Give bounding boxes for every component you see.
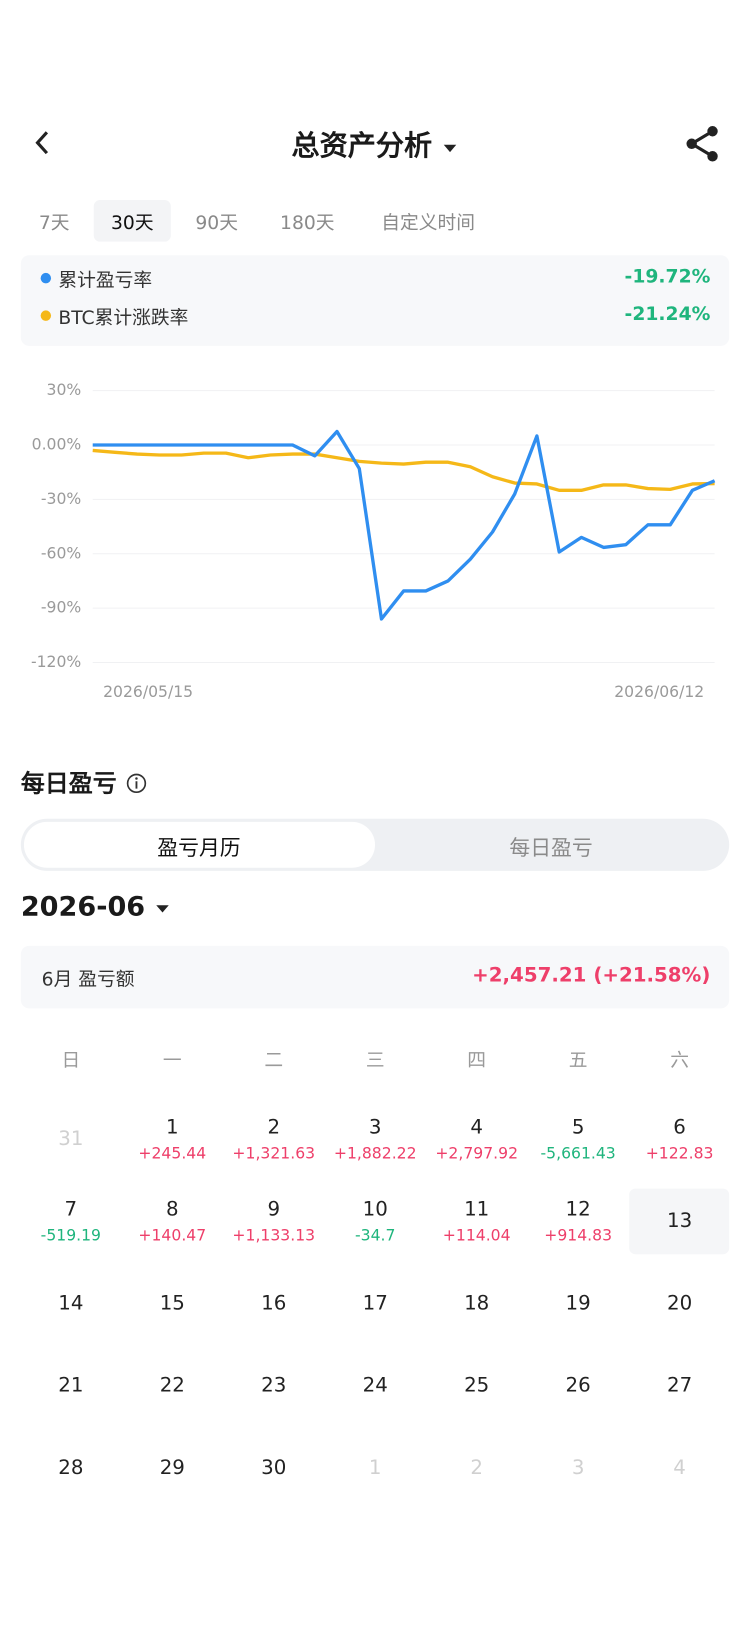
calendar-day[interactable]: 25 [464, 1374, 490, 1397]
weekday: 四 [467, 1050, 487, 1072]
weekday: 五 [568, 1050, 588, 1072]
legend-value: -21.24% [624, 303, 711, 326]
series-line [92, 429, 716, 621]
share-button[interactable] [683, 125, 721, 163]
weekday: 一 [162, 1050, 182, 1072]
calendar-day[interactable]: 26 [565, 1374, 591, 1397]
y-tick-label: 0.00% [32, 436, 82, 454]
range-tab[interactable]: 7天 [38, 212, 70, 235]
summary-value: +2,457.21 (+21.58%) [472, 963, 711, 987]
toggle-active-bg [23, 821, 376, 868]
legend-dot [40, 310, 52, 321]
series-line [92, 448, 715, 492]
y-tick-label: -30% [41, 490, 81, 508]
weekday: 三 [365, 1050, 385, 1072]
x-tick-label: 2026/05/15 [103, 683, 193, 701]
calendar-day[interactable]: 27 [666, 1374, 693, 1397]
range-tab[interactable]: 90天 [195, 212, 238, 235]
calendar-day[interactable]: 4 [470, 1115, 483, 1139]
legend-label: BTC累计涨跌率 [58, 307, 189, 330]
month-picker[interactable]: 2026-06 [21, 892, 171, 923]
calendar-day[interactable]: 30 [261, 1456, 287, 1480]
weekday: 日 [61, 1050, 81, 1072]
calendar-day[interactable]: 10 [362, 1197, 388, 1221]
calendar-pnl: +245.44 [138, 1143, 207, 1163]
calendar-day[interactable]: 3 [368, 1115, 382, 1139]
y-tick-label: -120% [31, 653, 81, 671]
calendar-day[interactable]: 12 [565, 1197, 591, 1221]
range-tab[interactable]: 30天 [110, 212, 154, 235]
toggle-option[interactable]: 每日盈亏 [509, 835, 593, 861]
x-tick-label: 2026/06/12 [614, 683, 704, 701]
calendar-day[interactable]: 29 [159, 1456, 185, 1480]
calendar-day[interactable]: 17 [362, 1291, 388, 1315]
calendar-pnl: +1,321.63 [232, 1143, 316, 1163]
summary-label: 6月 盈亏额 [41, 968, 135, 991]
calendar-pnl: -34.7 [354, 1226, 396, 1245]
today-bg [629, 1188, 730, 1255]
range-tab[interactable]: 180天 [280, 212, 335, 235]
calendar-pnl: +114.04 [442, 1226, 511, 1245]
calendar-day[interactable]: 18 [464, 1291, 490, 1315]
chart: 30% 0.00% -30% -60% -90% -120% 2026/05/15 2026/… [31, 381, 716, 701]
info-icon[interactable] [125, 772, 148, 795]
calendar-pnl: +122.83 [645, 1143, 714, 1163]
calendar-day[interactable]: 6 [673, 1115, 686, 1139]
calendar-day[interactable]: 15 [159, 1291, 185, 1315]
weekday: 六 [670, 1050, 689, 1072]
section-title: 每日盈亏 [21, 764, 148, 799]
calendar-day[interactable]: 24 [362, 1374, 388, 1397]
legend-panel [20, 255, 730, 346]
section-title-text: 每日盈亏 [20, 770, 117, 798]
calendar-pnl: +1,882.22 [333, 1143, 417, 1163]
legend-dot [40, 272, 52, 284]
range-tab[interactable]: 自定义时间 [381, 212, 476, 235]
title-text: 总资产分析 [291, 130, 433, 163]
calendar-pnl: -519.19 [40, 1226, 101, 1245]
calendar-day[interactable]: 31 [58, 1127, 84, 1151]
calendar-day[interactable]: 14 [58, 1291, 84, 1315]
toggle-option[interactable]: 盈亏月历 [157, 835, 241, 861]
weekday: 二 [264, 1050, 284, 1072]
calendar-pnl: +2,797.92 [435, 1143, 519, 1163]
calendar-day[interactable]: 23 [261, 1374, 287, 1397]
y-tick-label: -60% [41, 544, 81, 562]
calendar-day[interactable]: 5 [571, 1115, 585, 1139]
calendar-day[interactable]: 2 [267, 1115, 281, 1139]
legend-label: 累计盈亏率 [58, 269, 153, 292]
calendar-day[interactable]: 8 [165, 1197, 179, 1221]
back-button[interactable] [29, 127, 54, 158]
month-dropdown [156, 905, 170, 913]
calendar-pnl: +140.47 [138, 1226, 207, 1245]
calendar-day[interactable]: 22 [159, 1374, 185, 1397]
header-title[interactable]: 总资产分析 [0, 123, 750, 164]
calendar-day[interactable]: 11 [464, 1197, 490, 1221]
calendar-day[interactable]: 1 [165, 1115, 179, 1139]
calendar-day[interactable]: 7 [64, 1197, 78, 1221]
active-tab-bg [93, 200, 171, 242]
y-tick-label: -90% [41, 599, 81, 617]
month-summary [20, 945, 730, 1009]
calendar-pnl: -5,661.43 [540, 1143, 616, 1163]
calendar-day[interactable]: 20 [666, 1291, 693, 1315]
calendar-day[interactable]: 16 [261, 1291, 287, 1315]
calendar-day[interactable]: 4 [673, 1456, 686, 1480]
calendar-day[interactable]: 3 [571, 1456, 585, 1480]
calendar-pnl: +914.83 [544, 1226, 613, 1245]
calendar-day[interactable]: 19 [565, 1291, 591, 1315]
calendar-day[interactable]: 13 [666, 1209, 693, 1233]
month-text: 2026-06 [20, 891, 146, 923]
calendar-pnl: +1,133.13 [232, 1226, 316, 1245]
y-tick-label: 30% [47, 381, 82, 399]
calendar-day[interactable]: 1 [368, 1456, 382, 1480]
calendar-day[interactable]: 9 [267, 1197, 281, 1221]
legend-value: -19.72% [624, 265, 711, 288]
calendar-day[interactable]: 21 [58, 1374, 84, 1397]
calendar-day[interactable]: 2 [470, 1456, 483, 1480]
title-dropdown [443, 144, 457, 153]
calendar-day[interactable]: 28 [58, 1456, 84, 1480]
